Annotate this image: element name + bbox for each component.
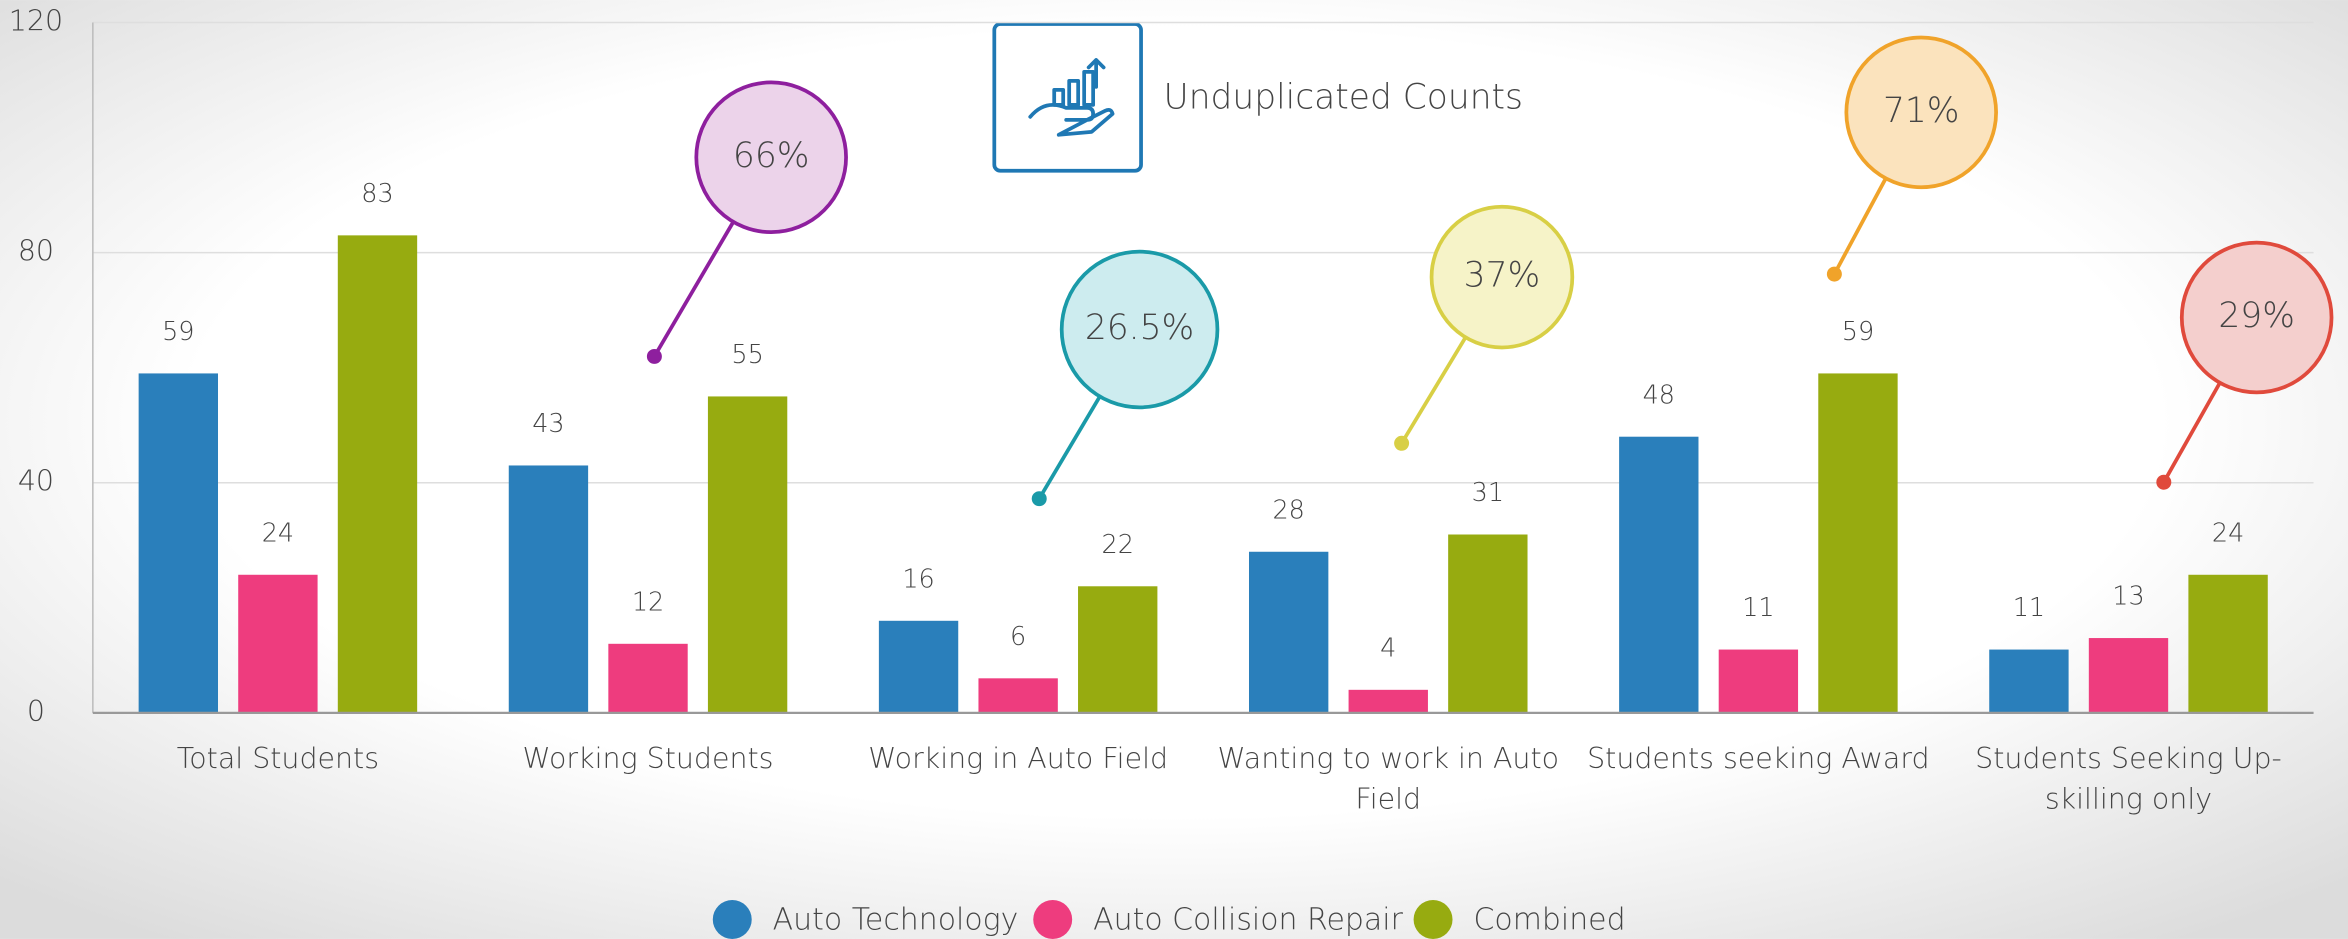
bar — [1989, 649, 2069, 713]
callout-dot — [2156, 474, 2172, 490]
bar — [1448, 534, 1528, 713]
y-tick-label: 80 — [18, 235, 54, 268]
legend-swatch — [1413, 900, 1453, 939]
data-label: 6 — [1010, 622, 1026, 652]
x-tick-label-box: Total Students — [176, 742, 380, 776]
x-tick-label: Students Seeking Up-skilling only — [1975, 742, 2282, 817]
x-tick-label-box: Wanting to work in Auto Field — [1217, 742, 1560, 817]
data-label: 43 — [532, 409, 564, 439]
callout-label: 66% — [733, 136, 810, 176]
bar — [138, 373, 219, 713]
bar — [878, 620, 959, 713]
data-label: 22 — [1102, 530, 1134, 560]
bar — [1248, 551, 1329, 713]
callout-pointer — [1037, 395, 1102, 500]
callout-label: 37% — [1464, 256, 1541, 296]
callout-label: 29% — [2218, 296, 2295, 336]
y-tick-label: 0 — [27, 695, 45, 728]
data-label: 13 — [2112, 582, 2144, 612]
x-tick-label: Working Students — [522, 742, 774, 776]
bar — [978, 678, 1058, 713]
data-label: 55 — [731, 340, 763, 370]
x-tick-label-box: Working in Auto Field — [868, 742, 1169, 776]
x-tick-label: Students seeking Award — [1587, 742, 1930, 776]
data-label: 11 — [2013, 593, 2045, 623]
callout-bubble — [1059, 249, 1220, 410]
callout-bubble — [2179, 240, 2334, 395]
data-label: 11 — [1742, 593, 1774, 623]
x-tick-label-box: Students seeking Award — [1587, 742, 1930, 776]
callout-dot — [646, 348, 662, 364]
data-label: 48 — [1643, 380, 1675, 410]
title-icon — [992, 22, 1143, 173]
y-tick-label: 120 — [9, 5, 63, 38]
callout-bubble — [1844, 35, 1998, 190]
chart-title: Unduplicated Counts — [1164, 77, 1523, 117]
data-label: 16 — [902, 564, 934, 594]
callout-pointer — [652, 220, 735, 358]
bar — [707, 396, 788, 713]
data-label: 24 — [262, 518, 294, 548]
bar — [2188, 574, 2268, 713]
bar — [1619, 436, 1699, 713]
callout-label: 71% — [1883, 91, 1960, 131]
data-label: 28 — [1272, 495, 1304, 525]
data-label: 59 — [162, 317, 194, 347]
bar — [1078, 586, 1158, 713]
legend-label: Combined — [1473, 902, 1625, 937]
bar — [238, 574, 318, 713]
callout-pointer — [1400, 336, 1468, 445]
bar — [2088, 638, 2169, 713]
x-tick-label-box: Students Seeking Up-skilling only — [1975, 742, 2282, 817]
bar — [1818, 373, 1898, 713]
bar — [608, 643, 688, 713]
y-tick-label: 40 — [18, 465, 54, 498]
legend-label: Auto Collision Repair — [1093, 902, 1403, 937]
callout-label: 26.5% — [1085, 308, 1194, 348]
callout-dot — [1031, 491, 1047, 507]
data-label: 31 — [1472, 478, 1504, 508]
data-label: 24 — [2212, 518, 2244, 548]
legend-label: Auto Technology — [773, 902, 1019, 937]
data-label: 83 — [361, 179, 393, 209]
x-tick-label: Total Students — [176, 742, 380, 776]
x-tick-label: Wanting to work in Auto Field — [1217, 742, 1560, 817]
callout-pointer — [2162, 381, 2222, 484]
data-label: 4 — [1380, 633, 1396, 663]
callout-pointer — [1832, 177, 1888, 275]
legend-swatch — [1033, 900, 1073, 939]
callout-bubble — [1429, 204, 1575, 350]
bar — [508, 465, 589, 713]
bar — [1348, 689, 1428, 713]
x-tick-label-box: Working Students — [522, 742, 774, 776]
callout-bubble — [694, 80, 848, 235]
data-label: 12 — [632, 587, 664, 617]
data-label: 59 — [1842, 317, 1874, 347]
bar — [1718, 649, 1799, 713]
callout-dot — [1394, 435, 1410, 451]
bar — [337, 235, 418, 713]
legend-swatch — [712, 900, 752, 939]
x-tick-label: Working in Auto Field — [868, 742, 1169, 776]
callout-dot — [1826, 266, 1842, 282]
